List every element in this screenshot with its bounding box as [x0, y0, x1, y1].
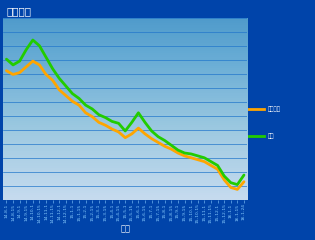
- Text: 三级钢筋: 三级钢筋: [268, 106, 281, 112]
- Text: 钢材价格: 钢材价格: [6, 6, 31, 16]
- Text: 高线: 高线: [268, 133, 274, 139]
- X-axis label: 时间: 时间: [120, 225, 130, 234]
